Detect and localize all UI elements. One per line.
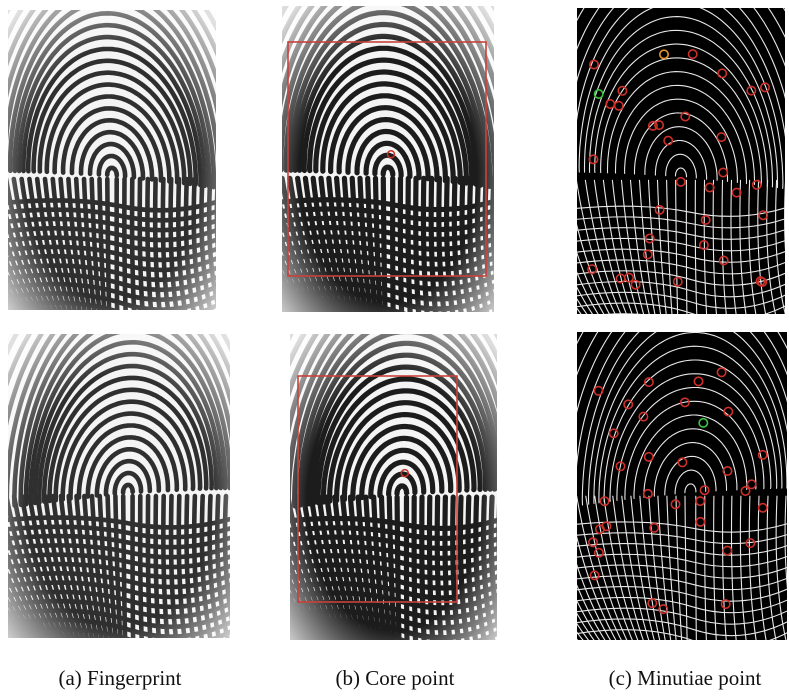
minutia-marker-red (718, 167, 729, 178)
minutia-marker-red (758, 210, 769, 221)
minutia-marker-red (670, 499, 681, 510)
minutia-marker-red (593, 547, 604, 558)
minutia-marker-red (587, 264, 598, 275)
minutia-marker-red (638, 411, 649, 422)
minutia-marker-red (695, 496, 706, 507)
core-point-marker (386, 150, 396, 159)
minutia-marker-red (746, 85, 757, 96)
minutia-marker-red (649, 522, 660, 533)
minutia-marker-red (704, 182, 715, 193)
core-point-marker (400, 468, 410, 478)
minutia-marker-red (615, 273, 626, 284)
minutia-marker-red (615, 461, 626, 472)
minutia-marker-red (588, 537, 598, 548)
minutia-marker-red (679, 397, 690, 408)
minutia-marker-red (672, 276, 683, 287)
minutia-marker-red (717, 68, 728, 79)
minutia-marker-red (605, 99, 616, 110)
minutia-marker-red (716, 132, 727, 143)
minutia-marker-red (723, 406, 734, 417)
minutia-marker-red (745, 538, 756, 549)
minutia-marker-red (642, 249, 653, 260)
minutia-marker-red (760, 82, 771, 93)
minutia-marker-red (589, 570, 600, 581)
minutia-marker-red (588, 154, 599, 165)
minutia-marker-red (589, 59, 599, 70)
minutia-marker-red (720, 599, 731, 610)
minutia-marker-red (630, 279, 641, 290)
caption-minutiae-point: (c) Minutiae point (608, 666, 762, 690)
minutia-marker-red (644, 233, 655, 244)
minutia-marker-red (722, 545, 733, 556)
minutia-marker-red (647, 120, 658, 131)
core-point-image-bottom (290, 334, 497, 640)
minutia-marker-red (698, 240, 709, 251)
minutia-marker-red (699, 485, 710, 496)
minutia-marker-green (593, 89, 604, 100)
minutia-marker-red (647, 598, 658, 609)
minutia-marker-red (731, 187, 742, 198)
roi-box (287, 41, 487, 277)
minutia-marker-red (722, 466, 733, 477)
caption-fingerprint: (a) Fingerprint (58, 666, 182, 690)
minutia-marker-red (663, 135, 674, 146)
minutia-marker-red (716, 367, 727, 378)
minutia-marker-green (698, 417, 709, 428)
minutia-marker-red (757, 502, 768, 513)
minutia-marker-red (643, 377, 654, 388)
minutia-marker-red (593, 385, 604, 396)
core-point-image-top (282, 6, 494, 312)
minutia-marker-red (700, 215, 711, 226)
minutiae-image-top (577, 8, 785, 314)
minutia-marker-red (594, 524, 605, 535)
minutia-marker-red (755, 276, 766, 287)
minutia-marker-red (751, 179, 762, 190)
minutia-marker-red (693, 376, 704, 387)
minutia-marker-red (746, 479, 757, 490)
minutia-marker-red (695, 516, 706, 527)
minutia-marker-red (599, 496, 610, 507)
minutia-marker-red (658, 604, 669, 615)
minutia-marker-red (623, 399, 634, 410)
roi-box (297, 375, 458, 603)
minutia-marker-red (680, 111, 691, 122)
minutia-marker-red (654, 204, 665, 215)
minutia-marker-red (757, 449, 768, 460)
minutia-marker-orange (659, 49, 670, 60)
fingerprint-image-bottom (8, 334, 230, 638)
minutia-marker-red (643, 451, 654, 462)
minutia-marker-red (687, 49, 698, 60)
minutia-marker-red (740, 486, 751, 497)
minutia-marker-red (617, 85, 628, 96)
fingerprint-image-top (8, 10, 216, 310)
minutia-marker-red (642, 488, 653, 499)
minutia-marker-red (654, 120, 665, 131)
caption-core-point: (b) Core point (335, 666, 455, 690)
minutia-marker-red (677, 457, 688, 468)
minutia-marker-red (718, 255, 729, 266)
minutiae-image-bottom (577, 332, 787, 640)
minutia-marker-red (675, 176, 686, 187)
minutia-marker-red (608, 428, 619, 439)
